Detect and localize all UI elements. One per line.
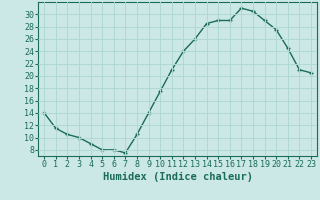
X-axis label: Humidex (Indice chaleur): Humidex (Indice chaleur)	[103, 172, 252, 182]
